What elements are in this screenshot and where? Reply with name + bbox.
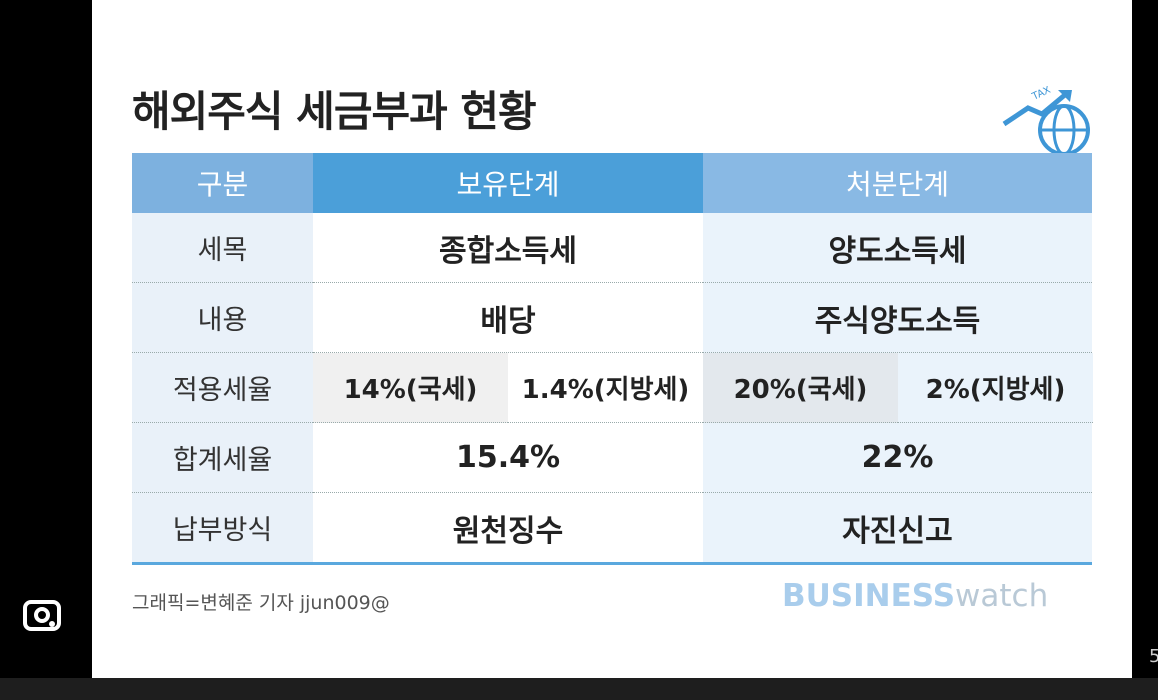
- bottom-bar: [0, 678, 1158, 700]
- icon-text: TAX: [1030, 86, 1053, 103]
- table-cell: 주식양도소득: [703, 283, 1092, 353]
- table-cell: 양도소득세: [703, 213, 1092, 283]
- row-label: 적용세율: [132, 353, 313, 423]
- table-cell: 원천징수: [313, 493, 703, 563]
- table-cell: 20%(국세): [703, 353, 898, 423]
- tax-icon: TAX: [1002, 86, 1090, 156]
- header-cell: 보유단계: [313, 153, 703, 213]
- table-cell: 자진신고: [703, 493, 1092, 563]
- row-label: 세목: [132, 213, 313, 283]
- header-cell: 처분단계: [703, 153, 1092, 213]
- logo: BUSINESSwatch: [782, 578, 1048, 614]
- row-label: 합계세율: [132, 423, 313, 493]
- table-cell: 15.4%: [313, 423, 703, 493]
- table-cell: 2%(지방세): [898, 353, 1093, 423]
- header-cell: 구분: [132, 153, 313, 213]
- table-cell: 1.4%(지방세): [508, 353, 703, 423]
- logo-bold: BUSINESS: [782, 578, 956, 614]
- table-cell: 배당: [313, 283, 703, 353]
- table-cell: 종합소득세: [313, 213, 703, 283]
- credit: 그래픽=변혜준 기자 jjun009@: [132, 592, 390, 614]
- table-cell: 14%(국세): [313, 353, 508, 423]
- table-rule: [132, 562, 1092, 565]
- lens-icon[interactable]: [22, 596, 62, 632]
- row-label: 납부방식: [132, 493, 313, 563]
- row-label: 내용: [132, 283, 313, 353]
- title: 해외주식 세금부과 현황: [132, 87, 537, 136]
- infographic: 해외주식 세금부과 현황 TAX 구분 보유단계 처분단계 세목 종합소득세 양도소…: [92, 0, 1132, 678]
- table-cell: 22%: [703, 423, 1092, 493]
- logo-light: watch: [955, 578, 1049, 614]
- page-number: 5: [1149, 646, 1158, 667]
